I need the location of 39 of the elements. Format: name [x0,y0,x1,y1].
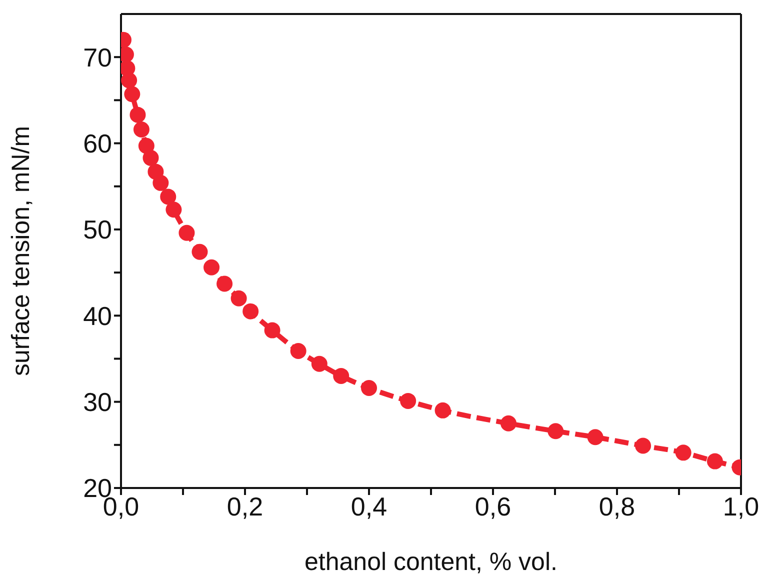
point [152,174,169,191]
point [500,415,516,432]
point [230,290,247,306]
x-tick-label: 0,6 [474,491,512,522]
point [160,188,176,205]
point [166,202,182,218]
point [133,121,150,138]
point [635,438,652,454]
point [124,86,140,102]
point [121,72,138,88]
point [361,380,377,396]
point [548,423,564,440]
x-tick-label: 0,2 [226,491,264,522]
point [675,444,692,461]
x-axis-title: ethanol content, % vol. [304,548,558,576]
x-tick-label: 1,0 [722,491,760,522]
point [242,303,259,320]
point [130,106,146,123]
y-tick-label: 70 [83,42,112,72]
point [587,429,604,446]
x-tick-label: 0,4 [350,491,388,522]
point [333,368,350,384]
point [216,276,233,292]
point [142,150,159,166]
point [400,392,416,409]
point [264,322,280,338]
point [290,342,306,359]
y-tick-label: 60 [83,128,112,159]
point [706,453,723,470]
y-tick-label: 40 [83,300,112,331]
point [204,259,220,276]
y-axis-title: surface tension, mN/m [6,126,35,376]
point [192,244,208,260]
point [434,402,451,418]
y-tick-label: 50 [83,214,112,245]
point [311,356,328,372]
point [178,224,195,241]
y-tick-label: 30 [83,387,112,418]
x-tick-label: 0,8 [598,491,636,522]
